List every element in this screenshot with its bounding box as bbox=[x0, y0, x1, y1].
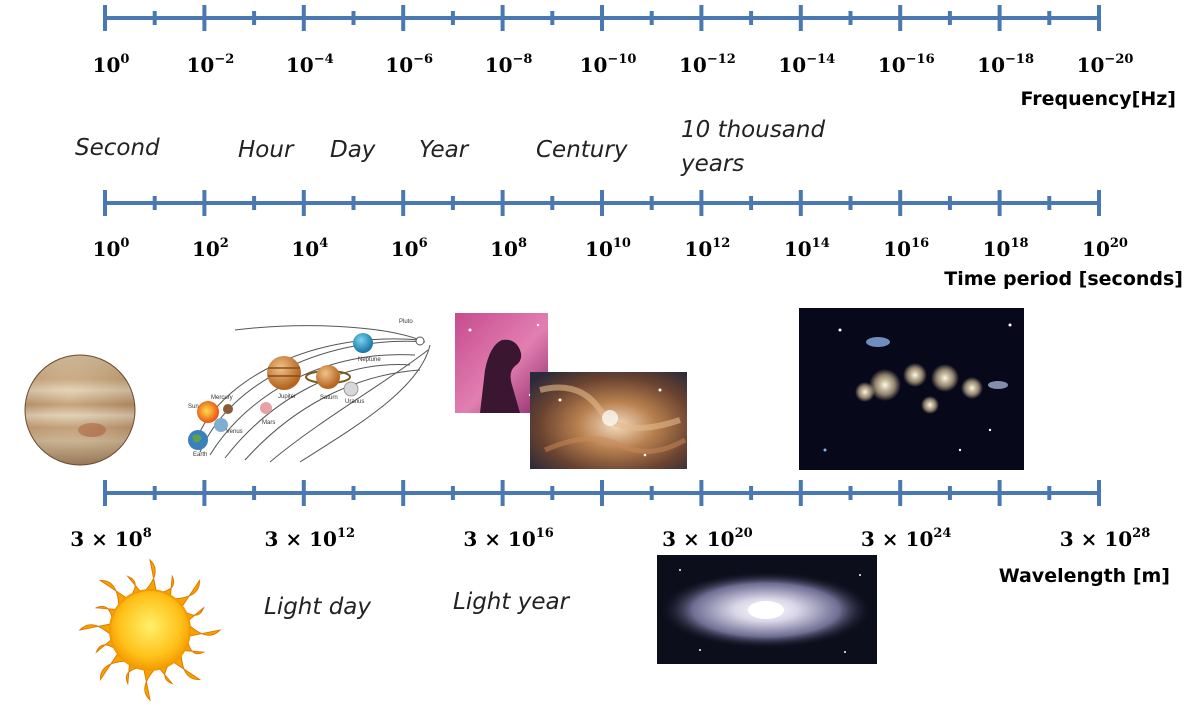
label-jupiter: Jupiter bbox=[278, 394, 296, 400]
frequency-tick-label: 10−20 bbox=[1077, 52, 1134, 77]
wavelength-tick-label: 3 × 1012 bbox=[265, 526, 356, 551]
label-pluto: Pluto bbox=[399, 319, 413, 325]
sun-ray bbox=[78, 622, 114, 638]
label-mars: Mars bbox=[262, 420, 275, 426]
time-tick-label: 1016 bbox=[883, 236, 929, 261]
time-period-axis: 100 102 104 106 108 1010 1012 1014 1016 1018 1020 bbox=[93, 190, 1128, 261]
annotation-century: Century bbox=[536, 137, 628, 163]
annotation-year: Year bbox=[419, 137, 470, 163]
frequency-tick-label: 100 bbox=[93, 52, 130, 77]
jupiter-image bbox=[24, 354, 136, 466]
time-tick-label: 102 bbox=[192, 236, 229, 261]
label-earth: Earth bbox=[193, 452, 207, 458]
annotation-day: Day bbox=[330, 137, 376, 163]
time-tick-label: 100 bbox=[93, 236, 130, 261]
sun-ray bbox=[142, 666, 158, 702]
time-tick-label: 1018 bbox=[983, 236, 1029, 261]
frequency-axis: 100 10−2 10−4 10−6 10−8 10−10 10−12 10−14 10−16 1… bbox=[93, 5, 1134, 77]
wavelength-tick-label: 3 × 1016 bbox=[463, 526, 554, 551]
tarantula-nebula-image bbox=[530, 372, 687, 469]
time-tick-label: 1014 bbox=[784, 236, 830, 261]
sun-image bbox=[78, 558, 222, 702]
frequency-tick-label: 10−8 bbox=[485, 52, 533, 77]
solar-system-image: Pluto Neptune Uranus Saturn Jupiter Mars… bbox=[185, 318, 435, 463]
frequency-tick-label: 10−4 bbox=[286, 52, 334, 77]
wavelength-axis-title: Wavelength [m] bbox=[999, 565, 1170, 587]
time-tick-label: 1012 bbox=[684, 236, 730, 261]
frequency-tick-label: 10−14 bbox=[778, 52, 835, 77]
time-axis-title: Time period [seconds] bbox=[944, 268, 1183, 290]
frequency-tick-label: 10−18 bbox=[977, 52, 1034, 77]
frequency-tick-label: 10−12 bbox=[679, 52, 736, 77]
frequency-tick-label: 10−6 bbox=[385, 52, 433, 77]
sun-ray bbox=[142, 558, 158, 594]
time-tick-label: 104 bbox=[291, 236, 328, 261]
wavelength-tick-label: 3 × 1020 bbox=[662, 526, 753, 551]
wavelength-tick-label: 3 × 1028 bbox=[1060, 526, 1151, 551]
label-mercury: Mercury bbox=[211, 395, 233, 401]
wavelength-axis: 3 × 108 3 × 1012 3 × 1016 3 × 1020 3 × 1024 3… bbox=[70, 480, 1150, 551]
wavelength-tick-label: 3 × 108 bbox=[70, 526, 151, 551]
label-sun: Sun bbox=[188, 404, 199, 410]
label-venus: Venus bbox=[226, 429, 243, 435]
time-tick-label: 1010 bbox=[585, 236, 631, 261]
annotation-light-day: Light day bbox=[264, 594, 371, 620]
label-saturn: Saturn bbox=[320, 395, 338, 401]
frequency-tick-label: 10−16 bbox=[878, 52, 935, 77]
frequency-tick-label: 10−2 bbox=[187, 52, 235, 77]
wavelength-tick-label: 3 × 1024 bbox=[861, 526, 952, 551]
annotation-years: years bbox=[680, 151, 744, 177]
label-uranus: Uranus bbox=[345, 399, 364, 405]
annotation-hour: Hour bbox=[238, 137, 295, 163]
sun-ray bbox=[186, 622, 222, 638]
time-tick-label: 1020 bbox=[1082, 236, 1128, 261]
annotation-light-year: Light year bbox=[453, 589, 571, 615]
annotation-10-thousand: 10 thousand bbox=[681, 117, 825, 143]
frequency-tick-label: 10−10 bbox=[580, 52, 637, 77]
time-tick-label: 108 bbox=[490, 236, 527, 261]
frequency-axis-title: Frequency[Hz] bbox=[1020, 88, 1176, 110]
time-tick-label: 106 bbox=[391, 236, 428, 261]
milky-way-image bbox=[657, 555, 877, 664]
galaxy-cluster-image bbox=[799, 308, 1024, 470]
label-neptune: Neptune bbox=[358, 357, 381, 363]
annotation-second: Second bbox=[75, 135, 160, 161]
